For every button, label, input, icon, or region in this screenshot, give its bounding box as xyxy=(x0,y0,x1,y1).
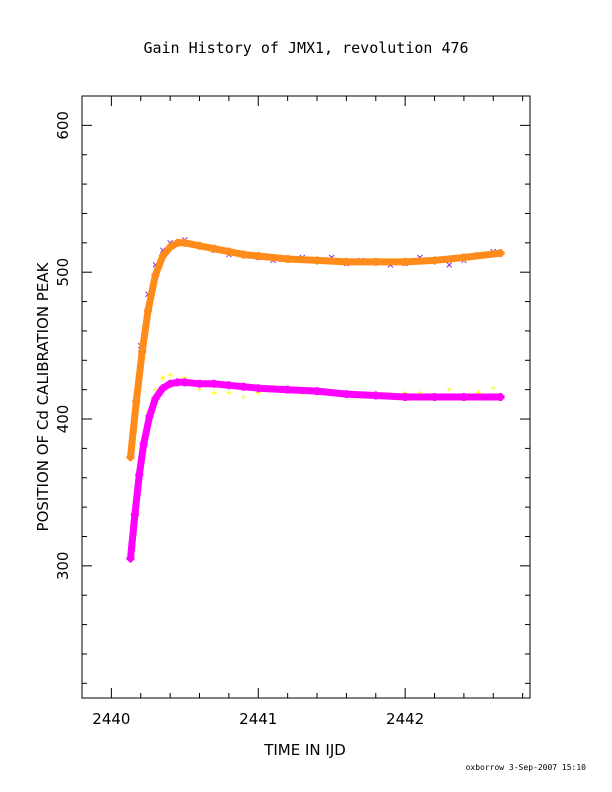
data-point xyxy=(197,387,203,393)
x-tick-label: 2440 xyxy=(92,710,130,728)
axis-tick-labels: 2440 2441 2442 300 400 500 600 xyxy=(54,111,424,728)
data-point xyxy=(152,387,158,393)
y-tick-label: 500 xyxy=(54,258,72,287)
data-point xyxy=(490,385,496,391)
y-axis-label: POSITION OF Cd CALIBRATION PEAK xyxy=(34,261,52,531)
plot-frame xyxy=(81,95,531,699)
y-tick-label: 600 xyxy=(54,111,72,140)
data-point xyxy=(446,387,452,393)
chart-title: Gain History of JMX1, revolution 476 xyxy=(143,39,468,57)
data-point xyxy=(226,390,232,396)
axis-ticks xyxy=(82,96,530,698)
y-tick-label: 300 xyxy=(54,552,72,581)
x-tick-label: 2441 xyxy=(239,710,277,728)
data-point xyxy=(211,390,217,396)
fit-curve xyxy=(127,378,505,562)
data-point xyxy=(160,375,166,381)
footer-timestamp: oxborrow 3-Sep-2007 15:10 xyxy=(466,763,587,772)
x-tick-label: 2442 xyxy=(386,710,424,728)
data-point xyxy=(167,372,173,378)
fit-curve xyxy=(127,239,505,461)
data-point xyxy=(241,394,247,400)
x-axis-label: TIME IN IJD xyxy=(263,741,346,759)
data-point xyxy=(446,262,453,268)
y-tick-label: 400 xyxy=(54,405,72,434)
data-marks xyxy=(126,237,505,563)
